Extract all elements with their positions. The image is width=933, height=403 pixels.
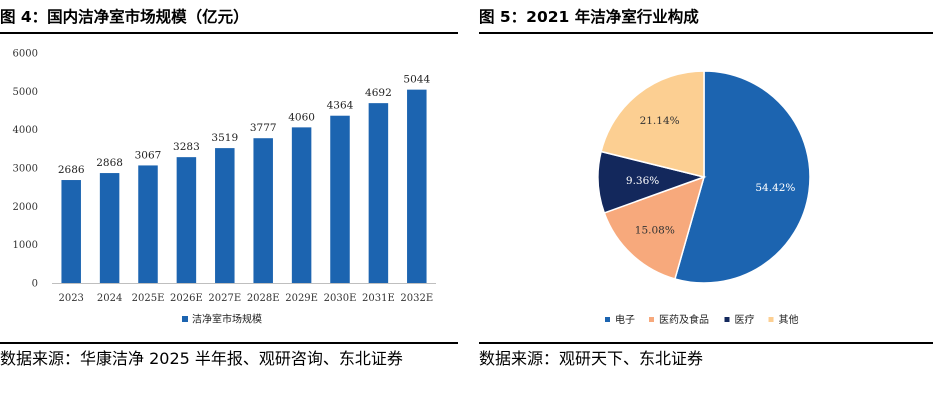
pie-data-label: 54.42% [755, 182, 795, 194]
bar-data-label: 3777 [250, 122, 277, 134]
pie-data-label: 9.36% [626, 175, 659, 187]
x-tick-label: 2026E [170, 293, 203, 304]
legend-item: 医药及食品 [649, 313, 709, 326]
bar-chart-title: 图 4：国内洁净室市场规模（亿元） [0, 8, 249, 26]
bar-chart-source: 数据来源：华康洁净 2025 半年报、观研咨询、东北证券 [0, 349, 403, 368]
right-panel: 图 5：2021 年洁净室行业构成 54.42% 15.08% 9.36% 21.14… [479, 0, 933, 403]
y-tick-label: 5000 [13, 87, 38, 98]
x-tick-label: 2029E [285, 293, 318, 304]
title-divider [0, 32, 458, 34]
x-tick-label: 2025E [132, 293, 165, 304]
y-tick-label: 4000 [13, 125, 38, 136]
pie-chart-title: 图 5：2021 年洁净室行业构成 [479, 8, 699, 26]
bar [407, 89, 427, 283]
legend-label: 其他 [779, 313, 799, 326]
pie-data-label: 21.14% [640, 115, 680, 127]
bar [330, 115, 350, 283]
bar [176, 157, 197, 283]
pie-chart-source: 数据来源：观研天下、东北证券 [479, 349, 704, 368]
source-divider [0, 342, 458, 344]
x-tick-label: 2024 [97, 293, 122, 304]
bar-data-label: 2868 [96, 157, 123, 169]
x-tick-label: 2030E [324, 293, 357, 304]
legend-label: 医疗 [735, 313, 755, 326]
x-tick-label: 2023 [58, 293, 83, 304]
pie-slice [603, 175, 706, 280]
y-tick-label: 6000 [13, 49, 38, 60]
bar [368, 103, 389, 283]
x-tick-label: 2028E [247, 293, 280, 304]
bar [61, 180, 81, 283]
bar-data-label: 2686 [58, 164, 85, 176]
pie-slice [600, 70, 705, 178]
y-tick-label: 2000 [13, 202, 38, 213]
bar-data-label: 3519 [211, 132, 238, 144]
legend-item: 其他 [768, 313, 799, 326]
x-tick-label: 2027E [208, 293, 241, 304]
legend-label: 电子 [615, 313, 635, 326]
left-panel: 图 4：国内洁净室市场规模（亿元） 0 1000 2000 3000 4000 5000 6… [0, 0, 458, 403]
legend-swatch [649, 317, 654, 322]
y-tick-label: 3000 [13, 164, 38, 175]
y-tick-label: 0 [32, 279, 38, 290]
bar-data-label: 5044 [403, 74, 430, 86]
bar-chart: 0 1000 2000 3000 4000 5000 6000 2686 2023 2868 202… [13, 49, 436, 326]
legend-label: 洁净室市场规模 [192, 313, 262, 326]
bar [138, 165, 158, 283]
bar [99, 173, 120, 283]
bar [215, 148, 235, 283]
bar-data-label: 4060 [288, 111, 315, 123]
legend-swatch [768, 317, 774, 322]
legend-swatch [182, 316, 188, 322]
title-divider [479, 32, 933, 34]
legend-item: 医疗 [724, 313, 755, 326]
legend-swatch [724, 317, 730, 322]
pie-slice [674, 70, 811, 284]
bar-data-label: 3067 [135, 149, 162, 161]
source-divider [479, 342, 933, 344]
legend-item: 电子 [605, 313, 635, 326]
bar [291, 127, 312, 283]
x-tick-label: 2031E [362, 293, 395, 304]
bar-data-label: 4692 [365, 87, 392, 99]
legend-label: 医药及食品 [659, 313, 709, 326]
bar-data-label: 4364 [327, 100, 354, 112]
pie-data-label: 15.08% [635, 225, 675, 237]
bar-data-label: 3283 [173, 141, 200, 153]
y-tick-label: 1000 [13, 240, 38, 251]
pie-chart: 54.42% 15.08% 9.36% 21.14% 电子 医药及食品 医疗 其他 [597, 70, 811, 326]
legend-swatch [605, 317, 610, 322]
bar [253, 138, 273, 283]
x-tick-label: 2032E [400, 293, 433, 304]
